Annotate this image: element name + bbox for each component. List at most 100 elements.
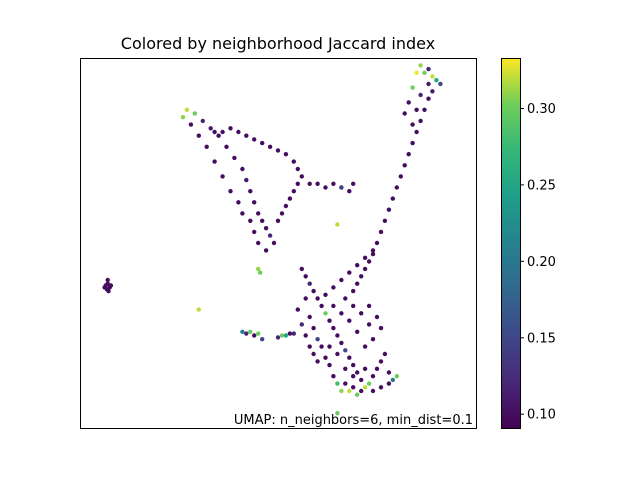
plot-frame	[80, 58, 477, 429]
scatter-point	[418, 92, 423, 98]
scatter-point	[283, 152, 289, 157]
scatter-point	[267, 144, 273, 149]
colorbar-tick-label: 0.15	[527, 331, 556, 346]
scatter-point	[303, 296, 308, 301]
scatter-point	[204, 144, 209, 149]
scatter-point	[299, 266, 304, 272]
scatter-point	[315, 359, 320, 364]
scatter-point	[180, 115, 186, 120]
scatter-point	[216, 133, 221, 138]
scatter-point	[315, 181, 320, 186]
scatter-point	[220, 129, 225, 135]
scatter-point	[438, 81, 443, 87]
scatter-point	[291, 331, 296, 336]
scatter-point	[331, 181, 336, 186]
scatter-point	[196, 133, 201, 138]
scatter-point	[252, 229, 257, 235]
scatter-point	[343, 296, 348, 301]
scatter-point	[351, 181, 356, 186]
scatter-point	[339, 388, 344, 394]
scatter-point	[263, 226, 269, 231]
chart-title: Colored by neighborhood Jaccard index	[121, 34, 435, 53]
scatter-point	[335, 351, 340, 357]
scatter-point	[359, 274, 364, 279]
scatter-point	[355, 392, 360, 397]
scatter-point	[339, 185, 344, 190]
scatter-point	[339, 311, 344, 316]
scatter-point	[240, 166, 245, 172]
scatter-point	[323, 311, 328, 316]
scatter-point	[283, 333, 289, 338]
scatter-point	[263, 248, 269, 253]
scatter-point	[307, 344, 312, 349]
scatter-point	[252, 333, 257, 338]
scatter-point	[331, 325, 336, 331]
scatter-point	[374, 366, 380, 371]
scatter-point	[390, 377, 395, 383]
scatter-point	[319, 344, 324, 349]
scatter-point	[244, 177, 249, 183]
scatter-point	[311, 325, 316, 331]
scatter-point	[228, 189, 233, 194]
scatter-point	[108, 283, 114, 288]
scatter-point	[355, 263, 360, 268]
scatter-point	[315, 337, 320, 342]
scatter-point	[426, 96, 431, 101]
scatter-point	[200, 118, 205, 124]
scatter-point	[351, 303, 356, 309]
scatter-point	[248, 329, 253, 334]
scatter-point	[271, 240, 277, 246]
scatter-point	[279, 333, 285, 338]
scatter-point	[244, 133, 249, 138]
scatter-point	[295, 307, 300, 312]
scatter-point	[366, 259, 372, 264]
scatter-point	[343, 381, 348, 386]
scatter-point	[244, 331, 249, 336]
scatter-point	[378, 359, 384, 364]
scatter-point	[327, 344, 332, 349]
scatter-point	[410, 140, 415, 146]
scatter-point	[410, 122, 415, 127]
scatter-point	[327, 362, 332, 368]
scatter-point	[232, 155, 237, 161]
scatter-point	[339, 277, 344, 283]
scatter-point	[192, 111, 197, 116]
scatter-point	[319, 303, 324, 309]
scatter-point	[374, 240, 380, 246]
scatter-point	[351, 362, 356, 368]
scatter-point	[295, 166, 300, 172]
scatter-point	[366, 322, 372, 327]
scatter-point	[426, 66, 431, 72]
colorbar-frame	[501, 58, 521, 429]
scatter-point	[370, 248, 376, 253]
scatter-point	[258, 270, 263, 275]
scatter-point	[283, 203, 289, 209]
scatter-point	[418, 63, 423, 68]
scatter-point	[256, 266, 261, 272]
scatter-point	[252, 137, 257, 142]
plot-area	[80, 58, 476, 428]
scatter-point	[426, 81, 431, 87]
scatter-point	[331, 303, 336, 309]
scatter-point	[299, 174, 304, 179]
scatter-point	[434, 78, 439, 83]
scatter-point	[315, 296, 320, 301]
scatter-point	[105, 281, 110, 286]
colorbar-tick-label: 0.20	[527, 255, 556, 270]
scatter-point	[331, 374, 336, 379]
scatter-point	[390, 196, 395, 201]
scatter-point	[359, 377, 364, 383]
scatter-point	[386, 370, 392, 375]
scatter-point	[311, 351, 316, 357]
scatter-point	[374, 314, 380, 320]
colorbar-tick-label: 0.30	[527, 102, 556, 117]
scatter-point	[362, 255, 368, 260]
scatter-point	[105, 277, 110, 283]
scatter-point	[378, 229, 384, 235]
scatter-point	[347, 355, 352, 360]
scatter-point	[323, 292, 328, 297]
scatter-point	[370, 388, 376, 394]
scatter-point	[370, 251, 376, 257]
scatter-point	[323, 185, 328, 190]
